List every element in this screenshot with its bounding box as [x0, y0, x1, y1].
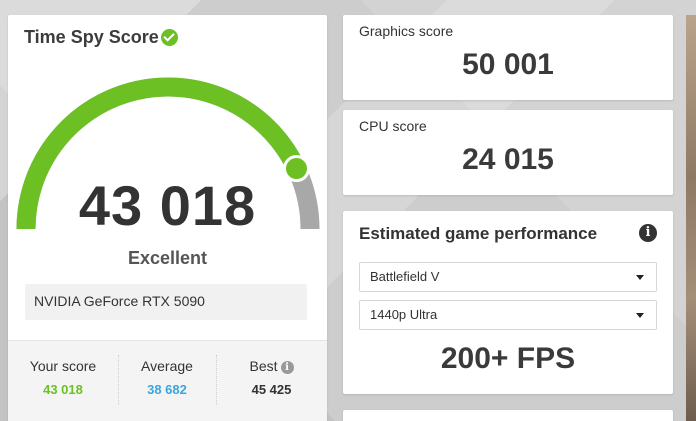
gpu-name-box: NVIDIA GeForce RTX 5090 [25, 284, 307, 320]
best-score-label-row: Best i [216, 358, 327, 374]
score-gauge [16, 77, 320, 230]
best-score-label: Best [249, 358, 278, 374]
game-performance-card: Estimated game performance i Battlefield… [343, 211, 673, 394]
score-comparison: Your score 43 018 Average 38 682 Best i 4… [8, 340, 327, 421]
score-title-text: Time Spy Score [24, 27, 159, 47]
average-score-stat: Average 38 682 [118, 341, 216, 421]
cpu-score-label: CPU score [359, 118, 427, 134]
preset-select[interactable]: 1440p Ultra [359, 300, 657, 330]
info-icon[interactable]: i [639, 224, 657, 242]
background-image-strip [686, 15, 696, 421]
chevron-down-icon [636, 275, 644, 280]
cpu-score-card: CPU score 24 015 [343, 110, 673, 195]
check-icon [161, 29, 178, 46]
next-card [343, 410, 673, 421]
preset-select-value: 1440p Ultra [370, 307, 438, 322]
average-score-label: Average [141, 358, 193, 374]
graphics-score-value: 50 001 [462, 48, 554, 81]
chevron-down-icon [636, 313, 644, 318]
graphics-score-label: Graphics score [359, 23, 454, 39]
score-card: Time Spy Score 43 018 Excellent NVIDIA G… [8, 15, 327, 421]
gpu-name: NVIDIA GeForce RTX 5090 [34, 293, 205, 309]
your-score-label: Your score [29, 358, 97, 374]
best-score-value: 45 425 [251, 382, 292, 397]
score-rating: Excellent [127, 248, 208, 268]
gauge-fill [16, 77, 306, 230]
estimated-fps: 200+ FPS [440, 342, 576, 375]
average-score-value: 38 682 [147, 382, 187, 397]
your-score-value: 43 018 [43, 382, 83, 397]
game-performance-title: Estimated game performance [359, 224, 598, 243]
best-score-stat: Best i 45 425 [216, 341, 327, 421]
cpu-score-value: 24 015 [462, 143, 554, 176]
main-score: 43 018 [78, 174, 257, 237]
score-title: Time Spy Score [24, 27, 159, 48]
divider [216, 355, 218, 405]
divider [118, 355, 120, 405]
info-icon[interactable]: i [280, 361, 294, 374]
gauge-marker [282, 155, 310, 183]
your-score-stat: Your score 43 018 [8, 341, 118, 421]
graphics-score-card: Graphics score 50 001 [343, 15, 673, 100]
game-select[interactable]: Battlefield V [359, 262, 657, 292]
game-select-value: Battlefield V [370, 269, 440, 284]
